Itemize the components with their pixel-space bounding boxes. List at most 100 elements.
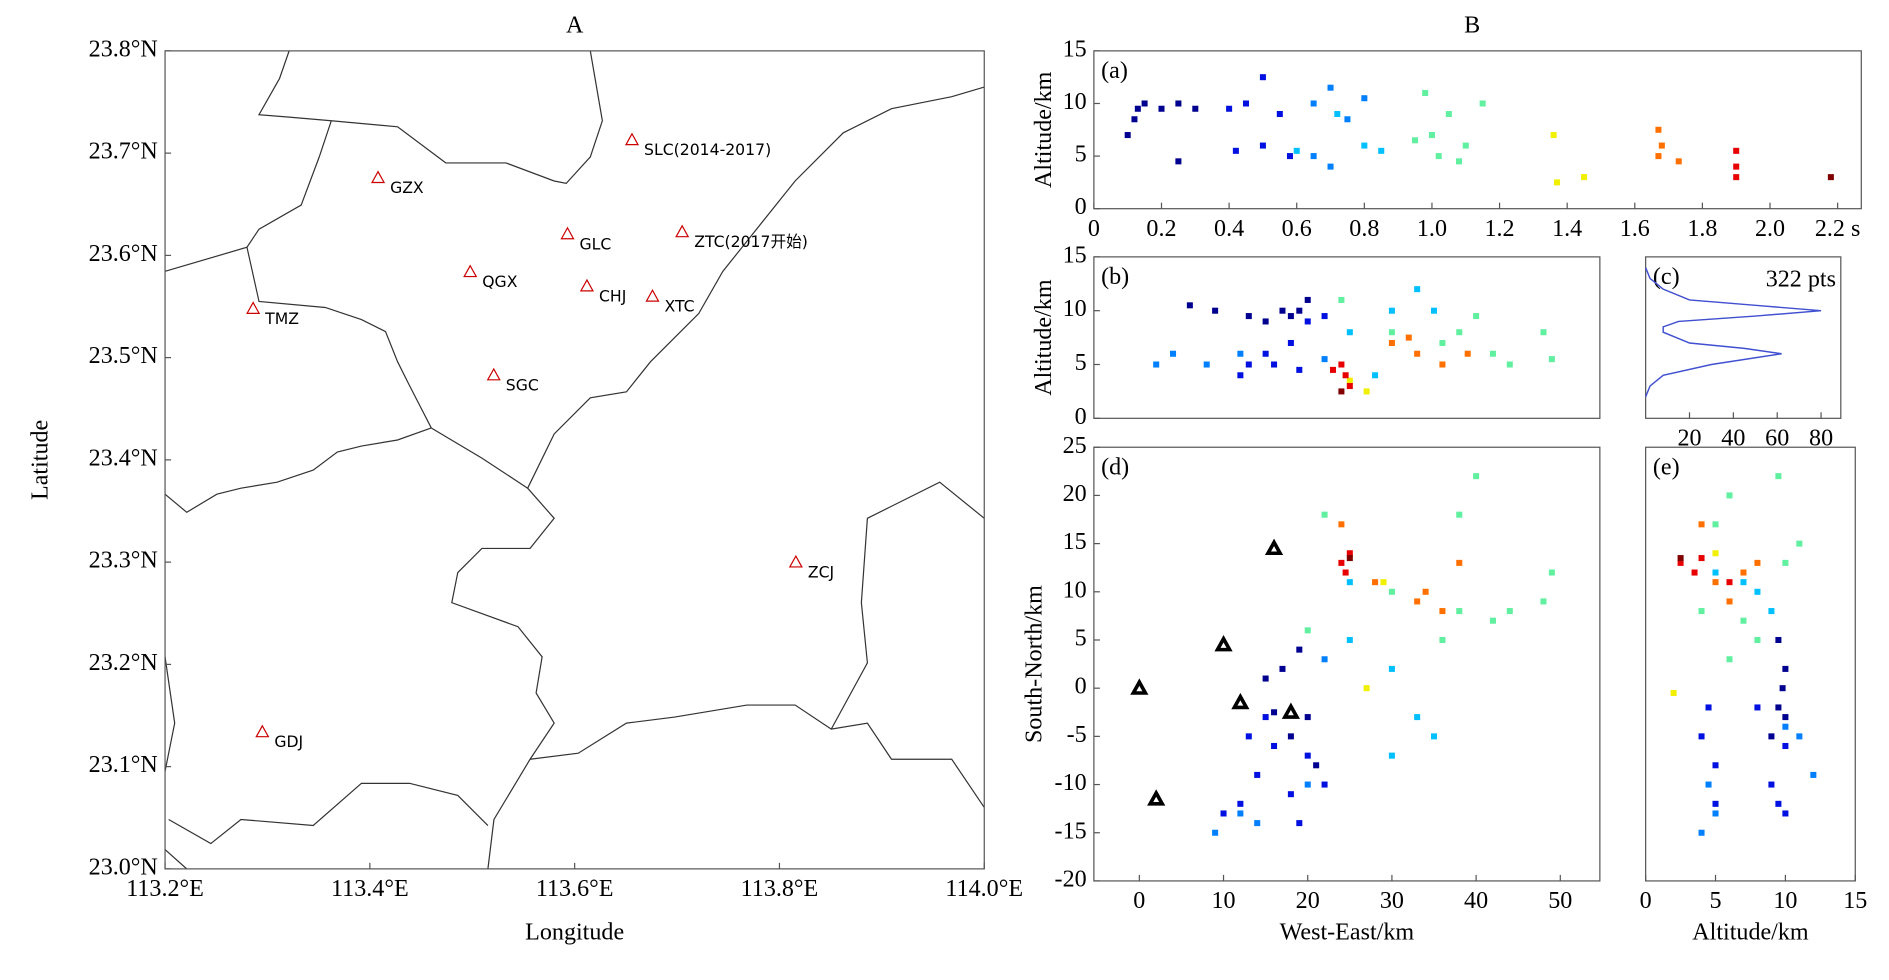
event-point bbox=[1170, 350, 1177, 357]
axes-frame bbox=[1645, 446, 1856, 882]
event-point bbox=[1363, 685, 1370, 692]
event-point bbox=[1827, 174, 1834, 181]
event-point bbox=[1259, 142, 1266, 149]
y-tick-label: 15 bbox=[1063, 242, 1087, 268]
station-label: ZTC(2017开始) bbox=[694, 232, 808, 251]
event-point bbox=[1775, 636, 1782, 643]
event-point bbox=[1279, 665, 1286, 672]
x-axis-label: Altitude/km bbox=[1692, 919, 1809, 945]
event-point bbox=[1321, 313, 1328, 320]
event-point bbox=[1431, 733, 1438, 740]
event-point bbox=[1677, 555, 1684, 562]
event-point bbox=[1768, 733, 1775, 740]
event-point bbox=[1445, 110, 1452, 118]
event-point bbox=[1698, 829, 1705, 836]
event-point bbox=[1361, 95, 1368, 102]
event-point bbox=[1439, 636, 1446, 643]
axes-frame bbox=[1093, 256, 1601, 419]
boundary bbox=[830, 481, 985, 730]
event-point bbox=[1237, 372, 1244, 379]
station-label: GZX bbox=[390, 178, 424, 197]
event-point bbox=[1342, 569, 1349, 576]
x-tick-label: 1.0 bbox=[1417, 216, 1447, 242]
event-point bbox=[1705, 781, 1712, 788]
event-point bbox=[1489, 617, 1496, 624]
panel-title: A bbox=[566, 12, 584, 38]
axes-frame bbox=[1645, 256, 1842, 419]
event-point bbox=[1473, 313, 1480, 320]
y-tick-label: 23.0°N bbox=[89, 854, 158, 880]
event-point bbox=[1540, 598, 1547, 605]
event-point bbox=[1220, 810, 1227, 817]
x-tick-label: 113.4°E bbox=[331, 876, 409, 902]
y-tick-label: -5 bbox=[1067, 722, 1087, 748]
station-marker bbox=[675, 224, 690, 238]
event-point bbox=[1462, 142, 1469, 149]
boundary bbox=[530, 704, 985, 808]
event-point bbox=[1232, 147, 1239, 154]
event-point bbox=[1296, 646, 1303, 653]
event-point bbox=[1286, 153, 1293, 160]
event-point bbox=[1754, 588, 1761, 595]
station-marker bbox=[1214, 635, 1233, 652]
event-point bbox=[1782, 559, 1789, 566]
panel-label: (d) bbox=[1101, 454, 1129, 480]
event-point bbox=[1342, 372, 1349, 379]
y-tick-label: 10 bbox=[1063, 296, 1087, 322]
event-point bbox=[1363, 388, 1370, 395]
event-point bbox=[1124, 132, 1131, 139]
event-point bbox=[1658, 142, 1665, 149]
y-tick-label: 10 bbox=[1063, 89, 1087, 115]
event-point bbox=[1262, 714, 1269, 721]
event-point bbox=[1412, 137, 1419, 144]
event-point bbox=[1175, 100, 1182, 107]
event-point bbox=[1455, 158, 1463, 165]
event-point bbox=[1506, 361, 1513, 368]
station-label: CHJ bbox=[599, 286, 626, 305]
event-point bbox=[1254, 771, 1261, 778]
event-point bbox=[1439, 608, 1446, 615]
event-point bbox=[1782, 665, 1789, 672]
event-point bbox=[1733, 147, 1740, 154]
event-point bbox=[1698, 608, 1705, 615]
event-point bbox=[1775, 800, 1782, 807]
station-marker bbox=[579, 278, 594, 292]
event-point bbox=[1338, 296, 1345, 303]
event-point bbox=[1388, 339, 1395, 346]
event-point bbox=[1186, 302, 1193, 309]
event-point bbox=[1775, 473, 1782, 480]
event-point bbox=[1279, 307, 1286, 314]
boundary bbox=[164, 849, 188, 870]
event-point bbox=[1338, 388, 1345, 395]
event-point bbox=[1388, 665, 1395, 672]
event-point bbox=[1733, 174, 1740, 181]
x-tick-label: 0 bbox=[1088, 216, 1100, 242]
event-point bbox=[1422, 89, 1429, 96]
profile-line bbox=[1644, 267, 1822, 398]
event-point bbox=[1313, 762, 1320, 769]
event-point bbox=[1554, 179, 1561, 186]
station-marker bbox=[560, 226, 575, 240]
event-point bbox=[1321, 511, 1328, 518]
station-marker bbox=[788, 554, 803, 568]
y-tick-label: 23.3°N bbox=[89, 548, 158, 574]
event-point bbox=[1310, 100, 1317, 107]
y-tick-label: 20 bbox=[1063, 481, 1087, 507]
y-tick-label: 0 bbox=[1075, 404, 1087, 430]
event-point bbox=[1329, 366, 1336, 373]
event-point bbox=[1287, 791, 1294, 798]
event-point bbox=[1304, 627, 1311, 634]
event-point bbox=[1698, 521, 1705, 528]
event-point bbox=[1237, 810, 1244, 817]
event-point bbox=[1262, 318, 1269, 325]
x-tick-label: 113.2°E bbox=[126, 876, 204, 902]
event-point bbox=[1754, 704, 1761, 711]
event-point bbox=[1740, 579, 1747, 586]
event-point bbox=[1456, 329, 1463, 336]
map-boundaries bbox=[164, 50, 985, 870]
event-point bbox=[1271, 709, 1278, 716]
y-tick-label: 23.5°N bbox=[89, 343, 158, 369]
station-marker bbox=[1130, 678, 1149, 695]
y-tick-label: 23.4°N bbox=[89, 445, 158, 471]
event-point bbox=[1271, 742, 1278, 750]
